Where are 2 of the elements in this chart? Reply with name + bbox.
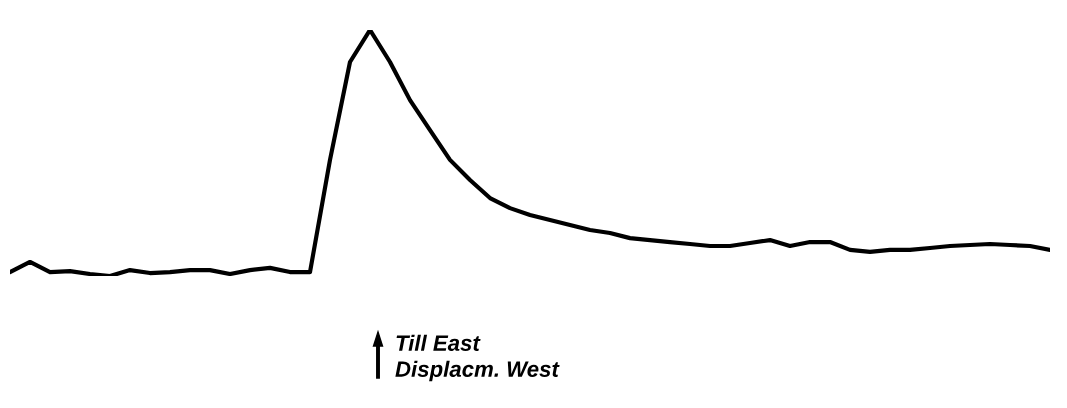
text: Displacm. West bbox=[395, 360, 560, 382]
text: Till East bbox=[396, 334, 481, 351]
